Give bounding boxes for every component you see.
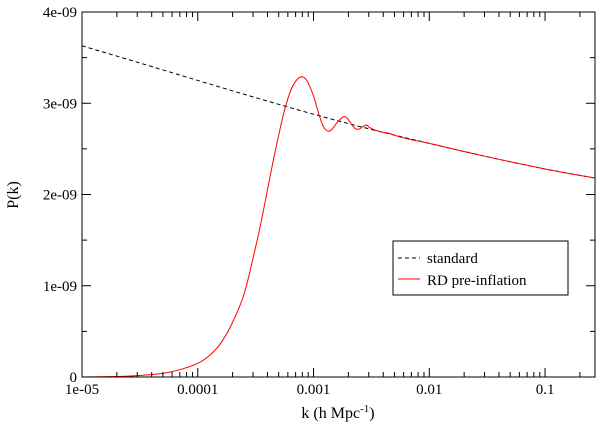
x-tick-label: 0.1	[536, 382, 555, 398]
x-tick-label: 1e-05	[65, 382, 99, 398]
legend: standard RD pre-inflation	[392, 240, 569, 296]
legend-label-standard: standard	[427, 251, 478, 267]
x-tick-label: 0.0001	[177, 382, 218, 398]
y-tick-label: 4e-09	[43, 5, 77, 21]
x-axis: 1e-05 0.0001 0.001 0.01 0.1	[65, 12, 581, 398]
plot-frame	[81, 11, 596, 378]
x-tick-label: 0.001	[297, 382, 331, 398]
x-axis-label: k (h Mpc-1)	[301, 403, 374, 422]
y-tick-label: 0	[70, 370, 78, 386]
legend-box	[392, 240, 569, 296]
series-layer	[82, 45, 595, 377]
y-tick-label: 3e-09	[43, 96, 77, 112]
x-axis-label-superscript: -1	[360, 403, 369, 415]
series-line-rd-pre-inflation	[82, 76, 595, 377]
y-axis: 0 1e-09 2e-09 3e-09 4e-09	[43, 5, 595, 386]
series-line-standard	[82, 45, 595, 179]
y-axis-label: P(k)	[5, 181, 22, 209]
legend-label-rd-pre-inflation: RD pre-inflation	[427, 273, 527, 289]
y-tick-label: 1e-09	[43, 279, 77, 295]
y-tick-label: 2e-09	[43, 188, 77, 204]
x-tick-label: 0.01	[416, 382, 442, 398]
